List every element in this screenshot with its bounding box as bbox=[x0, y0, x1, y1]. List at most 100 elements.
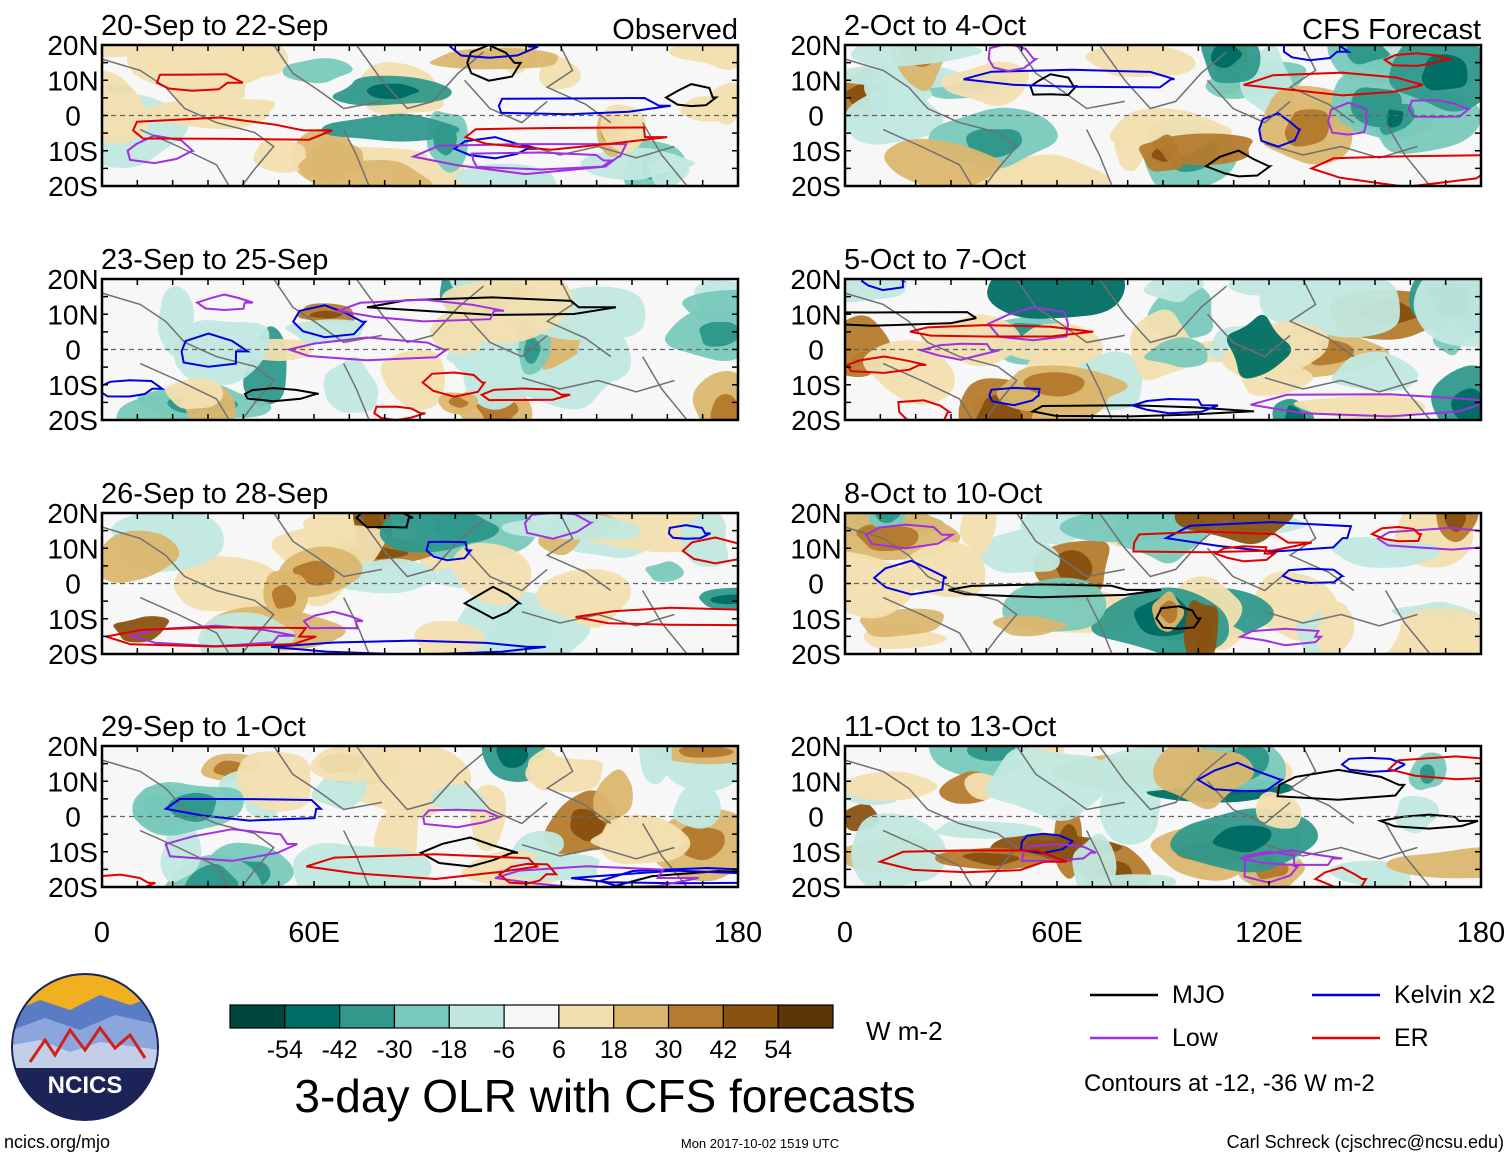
y-tick-label: 10S bbox=[48, 837, 98, 868]
er-contour bbox=[131, 116, 333, 141]
negative-anomaly-shading bbox=[1143, 279, 1204, 303]
panel-title: 2-Oct to 4-Oct bbox=[844, 10, 1026, 42]
er-contour bbox=[1369, 525, 1423, 543]
colorbar-tick-label: -54 bbox=[267, 1036, 303, 1064]
y-tick-label: 10S bbox=[791, 837, 841, 868]
kelvin-x2-contour bbox=[1282, 45, 1352, 62]
olr-field bbox=[845, 513, 1481, 654]
coastline bbox=[102, 58, 275, 186]
er-contour bbox=[681, 536, 738, 565]
negative-anomaly-shading bbox=[645, 561, 684, 582]
y-tick-label: 10N bbox=[790, 299, 841, 330]
coastline bbox=[1016, 513, 1125, 578]
kelvin-x2-contour bbox=[667, 524, 711, 540]
colorbar-tick-label: -18 bbox=[431, 1036, 467, 1064]
panel-4: 20N 10N 0 10S 20S 29-Sep to 1-Oct bbox=[47, 711, 740, 903]
coastline bbox=[1086, 129, 1113, 186]
er-contour bbox=[1308, 154, 1481, 186]
x-axes-group: 0 60E 120E 180 0 60E 120E 180 bbox=[94, 917, 1505, 949]
y-tick-label: 10S bbox=[791, 370, 841, 401]
coastline bbox=[845, 759, 1018, 887]
er-contour bbox=[105, 626, 317, 648]
y-tick-label: 10N bbox=[47, 766, 98, 797]
coastline bbox=[1384, 122, 1431, 186]
mjo-contour bbox=[243, 387, 319, 403]
positive-anomaly-core bbox=[309, 310, 344, 319]
coastline bbox=[1264, 142, 1418, 159]
kelvin-x2-contour bbox=[860, 279, 906, 292]
coastline bbox=[1264, 376, 1418, 393]
coastline bbox=[1288, 513, 1355, 592]
coastline bbox=[1016, 279, 1125, 344]
y-tick-label: 0 bbox=[65, 335, 81, 366]
y-tick-label: 20N bbox=[47, 731, 98, 762]
coastline bbox=[845, 526, 1018, 654]
positive-anomaly-shading bbox=[1113, 111, 1149, 172]
negative-anomaly-core bbox=[1387, 109, 1404, 128]
positive-anomaly-shading bbox=[1427, 619, 1473, 654]
coastline bbox=[1086, 363, 1113, 420]
mjo-contour bbox=[418, 836, 519, 868]
negative-anomaly-core bbox=[496, 746, 529, 768]
coastline bbox=[355, 513, 485, 578]
positive-anomaly-core bbox=[271, 584, 297, 609]
coastline bbox=[545, 513, 612, 592]
negative-anomaly-shading bbox=[987, 279, 1126, 319]
positive-anomaly-shading bbox=[315, 160, 433, 186]
positive-anomaly-shading bbox=[380, 349, 446, 410]
coastline bbox=[641, 590, 688, 654]
kelvin-x2-contour bbox=[872, 559, 948, 596]
mjo-contour bbox=[948, 583, 1162, 599]
panel-5: 20N 10N 0 10S 20S 2-Oct to 4-Oct CFS Forecast bbox=[790, 10, 1483, 202]
negative-anomaly-shading bbox=[1226, 314, 1292, 379]
y-tick-label: 20S bbox=[791, 405, 841, 436]
colorbar-swatch bbox=[558, 1004, 615, 1029]
negative-anomaly-shading bbox=[501, 513, 641, 540]
coastline bbox=[1086, 597, 1113, 654]
coastline bbox=[845, 292, 1018, 420]
positive-anomaly-shading bbox=[845, 551, 916, 619]
y-tick-label: 10N bbox=[47, 299, 98, 330]
panel-title: 20-Sep to 22-Sep bbox=[101, 10, 328, 42]
ncics-logo: NCICS bbox=[11, 973, 159, 1121]
negative-anomaly-shading bbox=[157, 286, 195, 357]
positive-anomaly-shading bbox=[414, 620, 486, 654]
positive-anomaly-shading bbox=[429, 47, 559, 70]
negative-anomaly-core bbox=[184, 863, 239, 887]
panel-8: 20N 10N 0 10S 20S 11-Oct to 13-Oct bbox=[790, 711, 1483, 903]
er-contour bbox=[463, 126, 668, 151]
coastline bbox=[882, 829, 973, 887]
y-tick-label: 0 bbox=[65, 101, 81, 132]
coastline bbox=[1288, 45, 1355, 124]
positive-anomaly-shading bbox=[1255, 791, 1302, 829]
positive-anomaly-shading bbox=[102, 530, 180, 583]
panel-title: 23-Sep to 25-Sep bbox=[101, 244, 328, 276]
colorbar-swatch bbox=[448, 1004, 505, 1029]
kelvin-x2-contour bbox=[571, 869, 738, 885]
coastline bbox=[882, 596, 973, 654]
olr-field bbox=[845, 45, 1481, 186]
colorbar-swatch bbox=[667, 1004, 724, 1029]
panel-1: 20N 10N 0 10S 20S 20-Sep to 22-Sep Observed bbox=[47, 10, 740, 202]
positive-anomaly-core bbox=[448, 396, 469, 408]
panel-7: 20N 10N 0 10S 20S 8-Oct to 10-Oct bbox=[790, 478, 1483, 670]
coastline bbox=[1288, 746, 1355, 825]
coastline bbox=[882, 362, 973, 420]
low-contour bbox=[334, 298, 505, 323]
y-tick-label: 10S bbox=[48, 136, 98, 167]
colorbar-swatch bbox=[229, 1004, 286, 1029]
contour-note: Contours at -12, -36 W m-2 bbox=[1084, 1070, 1375, 1097]
coastline bbox=[1206, 547, 1291, 592]
positive-anomaly-shading bbox=[165, 378, 224, 410]
kelvin-x2-contour bbox=[448, 45, 539, 59]
coastline bbox=[102, 759, 275, 887]
positive-anomaly-shading bbox=[590, 820, 687, 850]
colorbar-tick-label: -42 bbox=[322, 1036, 358, 1064]
coastline bbox=[102, 292, 275, 420]
footer-link[interactable]: ncics.org/mjo bbox=[4, 1132, 110, 1152]
observed-label: Observed bbox=[612, 14, 738, 46]
y-tick-label: 20S bbox=[48, 171, 98, 202]
logo-text: NCICS bbox=[48, 1072, 123, 1099]
coastline bbox=[521, 142, 675, 159]
